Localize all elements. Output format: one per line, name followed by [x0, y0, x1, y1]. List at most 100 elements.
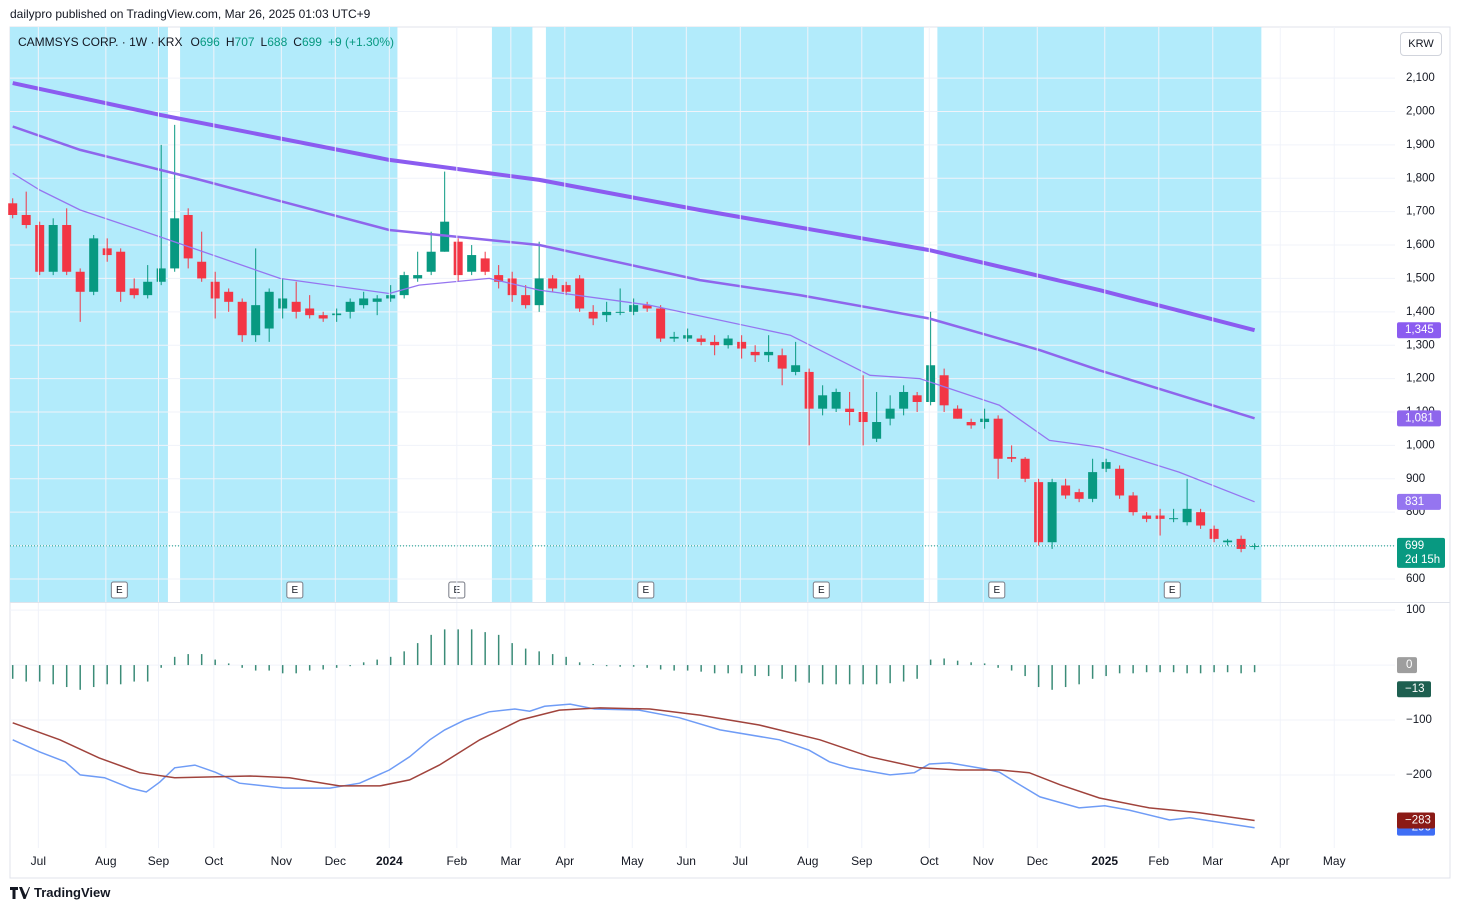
histogram-bar [754, 665, 756, 677]
histogram-bar [848, 665, 851, 685]
candle-body [1034, 482, 1044, 543]
histogram-bar [659, 665, 662, 670]
candle-body [1250, 545, 1260, 547]
price-badge: 699 [1405, 540, 1424, 552]
x-tick-label: Jul [31, 854, 46, 868]
y-tick-label: 600 [1406, 573, 1425, 585]
earnings-marker [988, 581, 1006, 599]
histogram-bar [160, 665, 162, 668]
candle-body [521, 295, 531, 306]
earnings-label: E [291, 585, 298, 596]
candle-body [48, 225, 58, 272]
ma-badge: 831 [1405, 496, 1424, 508]
x-tick-label: Oct [204, 854, 223, 868]
session-highlight [180, 27, 398, 602]
histogram-bar [484, 632, 486, 666]
candle-body [89, 238, 99, 292]
candle-body [683, 335, 693, 339]
candle-body [224, 291, 234, 302]
indicator-line [12, 81, 1256, 333]
histogram-bar [470, 629, 473, 666]
histogram-bar [200, 654, 203, 666]
candle-body [62, 225, 72, 272]
candle-body [993, 418, 1003, 459]
histogram-bar [11, 665, 14, 679]
histogram-bar [511, 643, 513, 666]
candle-body [561, 285, 571, 292]
histogram-bar [727, 665, 729, 674]
x-tick-label: May [1323, 854, 1346, 868]
histogram-bar [457, 629, 459, 666]
ma-badge-bg [1397, 410, 1441, 427]
candle-body [8, 203, 18, 215]
candle-body [980, 418, 990, 423]
y-tick-label: 1,800 [1406, 172, 1435, 184]
session-highlight [937, 27, 1262, 602]
y-tick-label: 2,000 [1406, 106, 1435, 118]
histogram-bar [362, 662, 365, 666]
histogram-bar [1064, 665, 1067, 688]
candle-body [386, 295, 396, 299]
candle-body [696, 338, 706, 342]
candle-body [480, 258, 490, 272]
histogram-bar [227, 663, 230, 666]
x-tick-label: Nov [271, 854, 292, 868]
candle-body [777, 355, 787, 369]
ohlc-legend: CAMMSYS CORP. · 1W · KRX O 696 H 707 L 688 C 69… [18, 35, 400, 49]
histogram-bar [808, 665, 810, 683]
candle-body [426, 251, 436, 272]
histogram-bar [268, 665, 270, 671]
histogram-bar [1132, 665, 1134, 674]
candle-body [1142, 515, 1152, 519]
histogram-bar [1172, 665, 1175, 673]
candle-body [210, 281, 220, 299]
histogram-bar [1078, 665, 1080, 685]
histogram-bar [1226, 665, 1229, 673]
x-tick-label: Apr [1271, 854, 1290, 868]
x-tick-label: Jun [677, 854, 696, 868]
legend-key: O [190, 35, 200, 49]
histogram-bar [983, 663, 986, 666]
macd-badge-bg [1397, 812, 1435, 829]
candle-body [858, 412, 868, 423]
hist-badge-bg [1397, 681, 1431, 698]
y-tick-label: 1,400 [1406, 306, 1435, 318]
x-tick-label: Dec [1027, 854, 1048, 868]
histogram-bar [794, 665, 797, 682]
histogram-bar [565, 656, 567, 666]
candle-body [764, 351, 774, 356]
zero-badge-bg [1397, 657, 1417, 674]
histogram-bar [538, 651, 540, 666]
histogram-bar [173, 656, 176, 666]
indicator-line [12, 703, 1255, 829]
histogram-bar [349, 665, 351, 667]
candle-body [534, 278, 544, 306]
earnings-marker [1163, 581, 1181, 599]
candle-body [156, 268, 166, 282]
countdown: 2d 15h [1405, 554, 1440, 566]
histogram-bar [1213, 665, 1215, 673]
histogram-bar [1186, 665, 1188, 674]
histogram-bar [943, 658, 945, 666]
candle-body [359, 298, 369, 306]
histogram-bar [1024, 665, 1026, 677]
symbol: CAMMSYS CORP. · 1W · KRX [18, 35, 183, 49]
histogram-bar [632, 665, 635, 667]
currency-button[interactable]: KRW [1400, 32, 1442, 56]
candle-body [467, 255, 477, 272]
candle-body [831, 391, 841, 409]
candle-body [1182, 508, 1192, 523]
candle-body [939, 375, 949, 406]
earnings-marker [286, 581, 304, 599]
candle-body [750, 351, 760, 356]
candle-body [1209, 528, 1219, 539]
y-tick-label: 1,300 [1406, 339, 1435, 351]
candle-body [507, 278, 517, 296]
x-tick-label: Feb [446, 854, 467, 868]
candle-body [710, 341, 720, 346]
price-badge-bg [1397, 537, 1445, 568]
histogram-bar [592, 663, 594, 666]
histogram-bar [875, 665, 878, 685]
indicator-line [12, 707, 1255, 822]
earnings-label: E [1169, 585, 1176, 596]
